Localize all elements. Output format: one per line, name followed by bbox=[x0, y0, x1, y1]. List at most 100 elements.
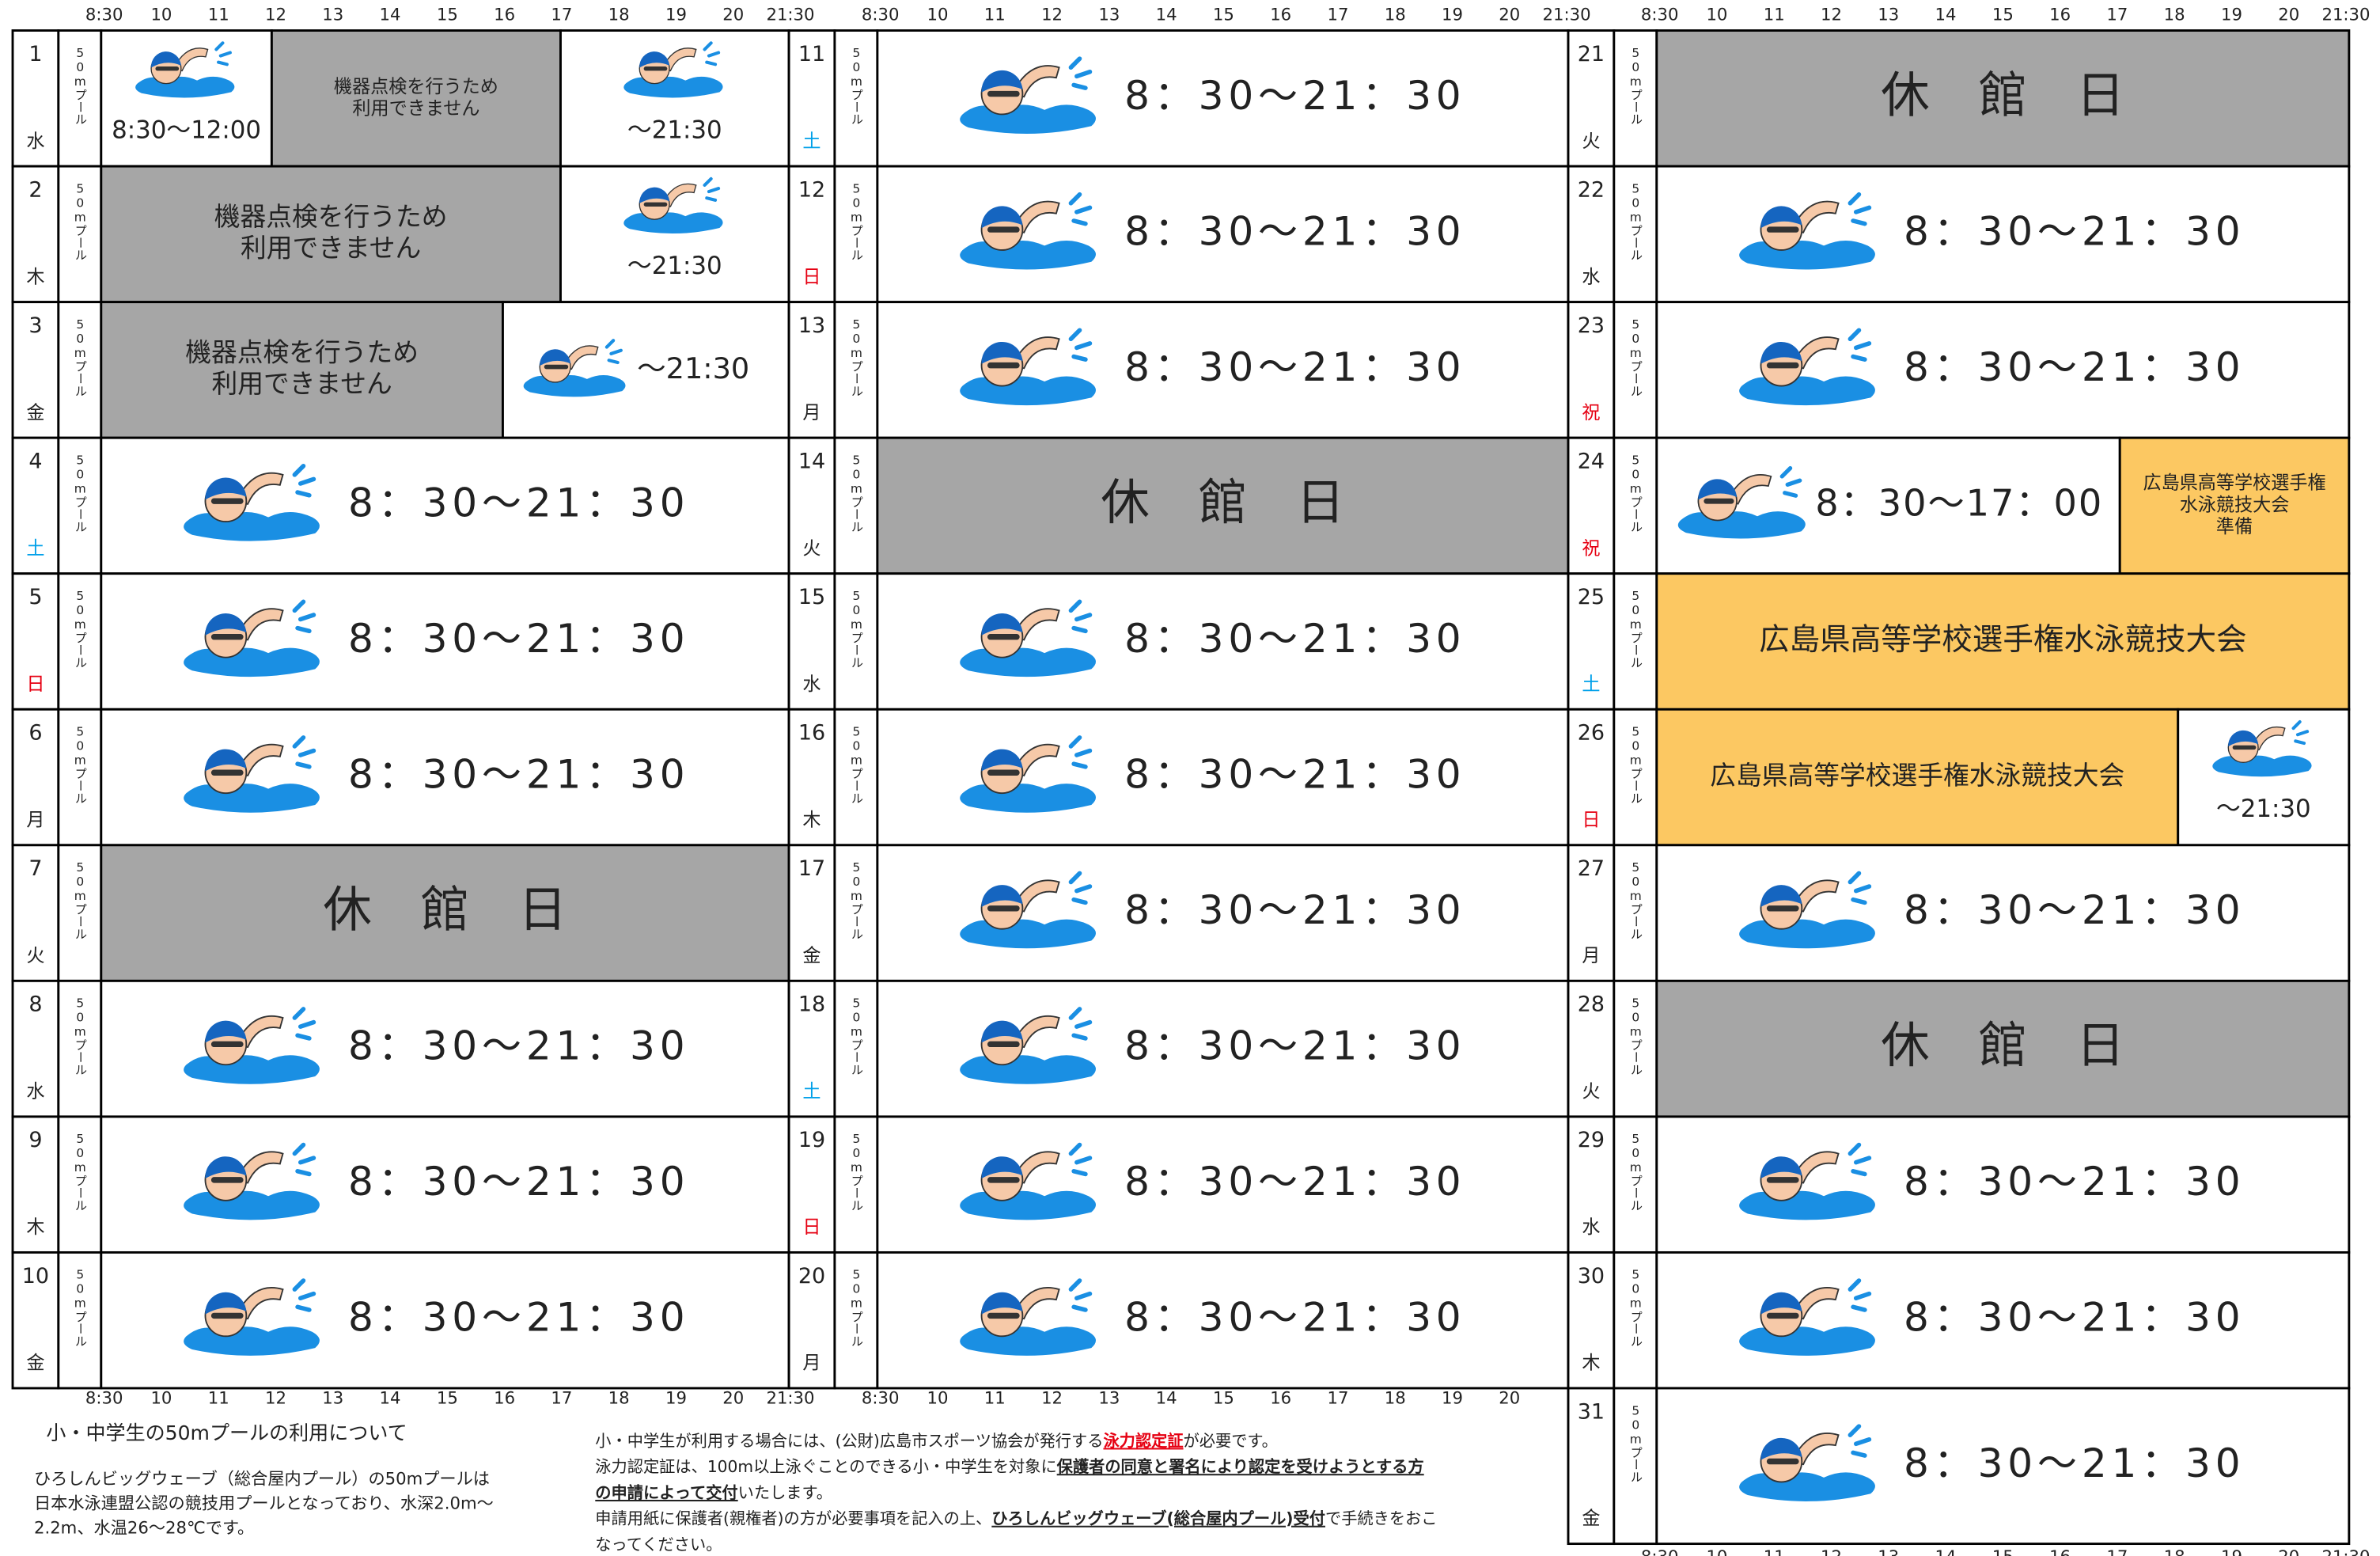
weekday: 金 bbox=[802, 946, 820, 966]
weekday: 金 bbox=[26, 403, 44, 423]
pool-label: 50mプール bbox=[73, 725, 87, 804]
pool-label: 50mプール bbox=[73, 317, 87, 397]
segment-closed bbox=[1655, 979, 2351, 1118]
open-time: 8：30〜21：30 bbox=[1904, 343, 2245, 390]
day-cell bbox=[11, 844, 60, 982]
open-time: 8：30〜21：30 bbox=[1124, 1158, 1465, 1205]
day-number: 31 bbox=[1578, 1399, 1605, 1424]
time-label: 15 bbox=[437, 1387, 458, 1407]
open-time: 8：30〜21：30 bbox=[1904, 1158, 2245, 1205]
segment-closed bbox=[1655, 29, 2351, 168]
weekday: 火 bbox=[1582, 131, 1600, 152]
pool-cell bbox=[1613, 708, 1658, 847]
pool-label: 50mプール bbox=[849, 317, 863, 397]
pool-label: 50mプール bbox=[1628, 996, 1643, 1076]
time-label: 13 bbox=[1098, 1387, 1120, 1407]
weekday: 祝 bbox=[1582, 403, 1600, 423]
pool-cell bbox=[1613, 165, 1658, 304]
time-label: 19 bbox=[665, 1387, 687, 1407]
time-label: 10 bbox=[150, 1387, 172, 1407]
pool-cell bbox=[833, 1250, 879, 1390]
pool-label: 50mプール bbox=[73, 860, 87, 939]
time-label: 21:30 bbox=[766, 4, 814, 24]
note-line: 泳力認定証は、100m以上泳ぐことのできる小・中学生を対象に保護者の同意と署名に… bbox=[595, 1457, 1423, 1476]
closed-text: 休 館 日 bbox=[1881, 66, 2124, 123]
day-number: 19 bbox=[798, 1128, 825, 1152]
time-label: 10 bbox=[1706, 1547, 1727, 1556]
weekday: 木 bbox=[26, 1217, 44, 1238]
day-number: 26 bbox=[1578, 721, 1605, 746]
note-run: 申請用紙に保護者(親権者)の方が必要事項を記入の上、 bbox=[595, 1509, 991, 1528]
time-label: 14 bbox=[1156, 4, 1177, 24]
pool-cell bbox=[833, 979, 879, 1118]
note-line: 2.2m、水温26〜28℃です。 bbox=[34, 1517, 254, 1537]
time-label: 17 bbox=[551, 4, 572, 24]
day-number: 30 bbox=[1578, 1264, 1605, 1288]
closed-text: 機器点検を行うため bbox=[334, 77, 498, 97]
time-label: 8:30 bbox=[85, 1387, 123, 1407]
weekday: 水 bbox=[1582, 267, 1600, 287]
time-label: 17 bbox=[1327, 4, 1348, 24]
day-number: 13 bbox=[798, 313, 825, 338]
pool-cell bbox=[833, 708, 879, 847]
time-label: 12 bbox=[265, 1387, 286, 1407]
pool-cell bbox=[1613, 572, 1658, 711]
note-run: が必要です。 bbox=[1184, 1431, 1278, 1450]
time-label: 13 bbox=[1878, 4, 1899, 24]
time-label: 12 bbox=[1041, 1387, 1063, 1407]
time-label: 15 bbox=[1992, 1547, 2014, 1556]
day-cell bbox=[787, 979, 836, 1118]
time-label: 20 bbox=[2278, 4, 2299, 24]
pool-label: 50mプール bbox=[1628, 1268, 1643, 1347]
weekday: 日 bbox=[802, 267, 820, 287]
pool-label: 50mプール bbox=[849, 453, 863, 532]
closed-text: 機器点検を行うため bbox=[185, 338, 419, 368]
day-number: 2 bbox=[28, 177, 42, 202]
time-label: 17 bbox=[1327, 1387, 1348, 1407]
closed-text: 休 館 日 bbox=[1881, 1017, 2124, 1074]
time-label: 17 bbox=[551, 1387, 572, 1407]
time-label: 13 bbox=[1878, 1547, 1899, 1556]
segment-event bbox=[1655, 572, 2351, 711]
open-time: 8：30〜17：00 bbox=[1815, 481, 2103, 524]
time-label: 8:30 bbox=[862, 1387, 900, 1407]
time-label: 12 bbox=[265, 4, 286, 24]
open-time: 8：30〜21：30 bbox=[348, 1158, 689, 1205]
day-number: 15 bbox=[798, 585, 825, 609]
time-label: 11 bbox=[984, 4, 1006, 24]
open-time: 8：30〜21：30 bbox=[348, 1023, 689, 1069]
weekday: 土 bbox=[1582, 674, 1600, 695]
weekday: 月 bbox=[802, 1353, 820, 1374]
time-label: 13 bbox=[322, 1387, 343, 1407]
open-time: 8：30〜21：30 bbox=[348, 751, 689, 798]
weekday: 月 bbox=[26, 810, 44, 830]
day-number: 3 bbox=[28, 313, 42, 338]
segment-event bbox=[2118, 436, 2351, 575]
day-number: 28 bbox=[1578, 992, 1605, 1017]
time-label: 10 bbox=[927, 4, 949, 24]
time-label: 11 bbox=[1764, 4, 1785, 24]
day-cell bbox=[11, 979, 60, 1118]
open-time: 〜21:30 bbox=[637, 351, 749, 385]
closed-text: 利用できません bbox=[352, 99, 479, 120]
pool-label: 50mプール bbox=[1628, 1132, 1643, 1211]
pool-label: 50mプール bbox=[849, 725, 863, 804]
pool-cell bbox=[57, 1115, 103, 1254]
pool-label: 50mプール bbox=[1628, 589, 1643, 668]
pool-cell bbox=[1613, 1115, 1658, 1254]
pool-cell bbox=[1613, 844, 1658, 982]
weekday: 日 bbox=[26, 674, 44, 695]
time-label: 18 bbox=[608, 1387, 630, 1407]
open-time: 8：30〜21：30 bbox=[1124, 207, 1465, 254]
time-label: 15 bbox=[1213, 4, 1234, 24]
time-label: 12 bbox=[1041, 4, 1063, 24]
time-label: 13 bbox=[1098, 4, 1120, 24]
day-number: 11 bbox=[798, 42, 825, 66]
day-number: 9 bbox=[28, 1128, 42, 1152]
day-number: 17 bbox=[798, 856, 825, 881]
time-label: 12 bbox=[1821, 1547, 1842, 1556]
day-number: 24 bbox=[1578, 450, 1605, 474]
pool-cell bbox=[57, 301, 103, 439]
note-run: いたします。 bbox=[738, 1482, 832, 1501]
note-run: なってください。 bbox=[595, 1535, 722, 1554]
